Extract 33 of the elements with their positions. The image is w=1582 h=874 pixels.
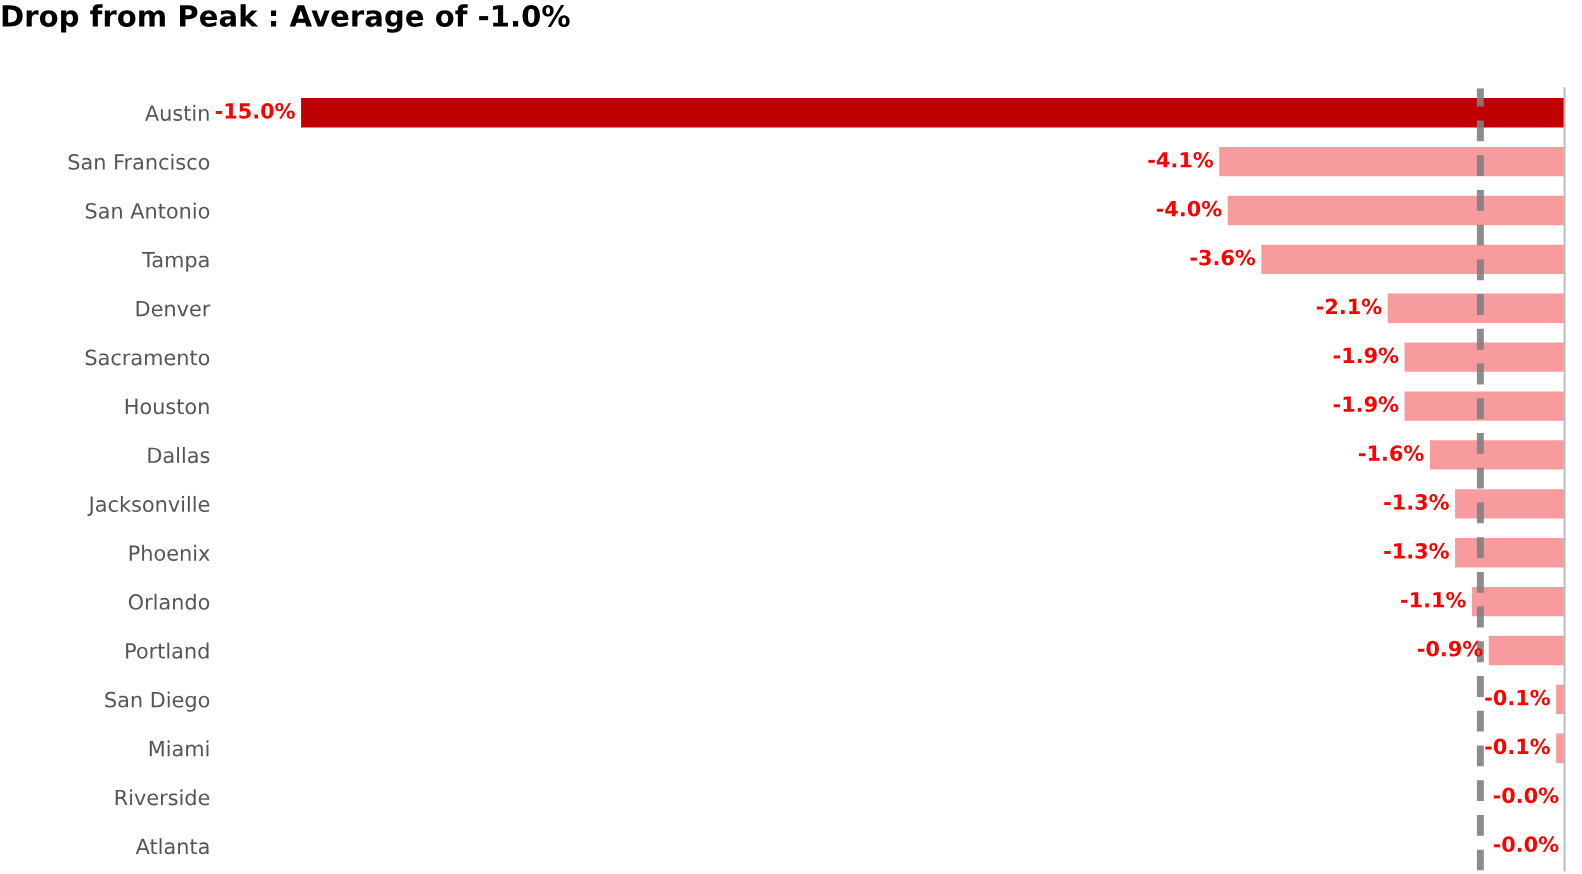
data-label: -0.1% [1485, 689, 1550, 706]
y-tick-label: Portland [126, 642, 209, 659]
y-tick-label: Miami [149, 740, 209, 757]
data-label: -1.3% [1384, 494, 1449, 510]
y-tick-label: San Diego [105, 691, 210, 712]
data-label: -0.9% [1417, 640, 1483, 657]
chart-title: Drop from Peak : Average of -1.0% [2, 4, 570, 33]
data-label: -3.6% [1190, 249, 1256, 266]
y-tick-label: Sacramento [85, 349, 210, 366]
y-tick-label: Austin [145, 104, 209, 121]
data-label: -0.0% [1493, 836, 1559, 853]
data-label: -4.0% [1156, 200, 1222, 217]
data-label: -1.3% [1384, 543, 1449, 559]
y-tick-label: Jacksonville [87, 495, 210, 516]
data-label: -15.0% [215, 103, 295, 119]
data-label: -0.1% [1485, 738, 1550, 755]
y-tick-label: San Antonio [85, 202, 210, 219]
data-label: -1.9% [1333, 396, 1399, 413]
data-label: -2.1% [1316, 298, 1382, 315]
y-tick-label: Dallas [148, 447, 210, 464]
data-label: -4.1% [1148, 151, 1214, 168]
y-tick-label: Tampa [141, 252, 209, 272]
y-tick-label: Houston [125, 398, 209, 415]
data-label: -0.0% [1493, 787, 1559, 804]
y-tick-label: Orlando [128, 593, 210, 610]
y-tick-label: Phoenix [129, 544, 210, 561]
y-tick-label: Atlanta [135, 838, 209, 855]
y-tick-label: Denver [136, 301, 211, 317]
data-label: -1.1% [1401, 591, 1466, 608]
y-tick-label: San Francisco [68, 153, 210, 170]
data-label: -1.9% [1333, 347, 1399, 364]
y-tick-label: Riverside [115, 789, 210, 806]
data-label: -1.6% [1358, 445, 1424, 461]
